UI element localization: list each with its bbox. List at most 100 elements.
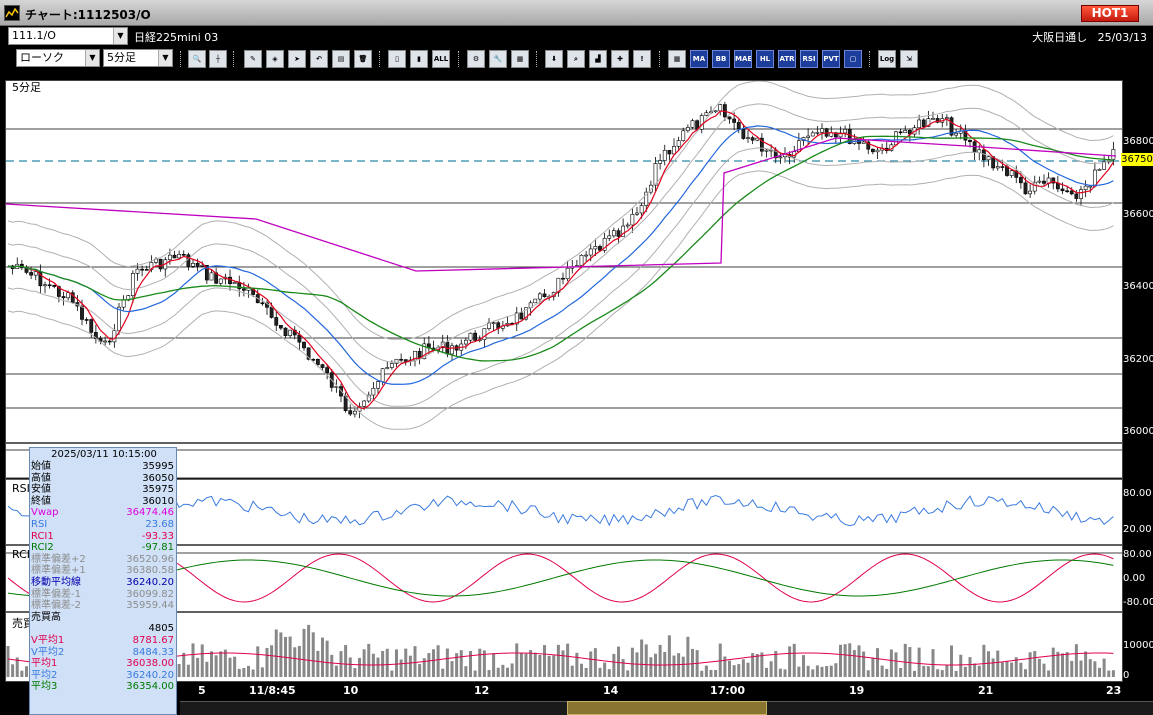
show-all-button[interactable]: ALL — [432, 50, 450, 68]
log-scale-button[interactable]: Log — [878, 50, 896, 68]
atr-indicator-button[interactable]: ATR — [778, 50, 796, 68]
volume-bar — [228, 657, 232, 677]
candle-body — [80, 305, 84, 320]
candle-body — [84, 319, 89, 321]
volume-bar — [954, 670, 958, 677]
alert-icon[interactable]: ! — [633, 50, 651, 68]
candle-body — [195, 262, 200, 267]
volume-bar — [765, 667, 768, 677]
chevron-down-icon[interactable]: ▼ — [113, 28, 127, 44]
chart-compare-icon[interactable]: ▟ — [589, 50, 607, 68]
chart-canvas[interactable] — [6, 81, 1122, 681]
candle-body — [861, 141, 866, 144]
trade-marker-icon[interactable]: ✚ — [611, 50, 629, 68]
frame-icon[interactable]: ▢ — [844, 50, 862, 68]
volume-bar — [575, 652, 579, 677]
chevron-down-icon[interactable]: ▼ — [158, 50, 172, 66]
export-icon[interactable]: ⇲ — [900, 50, 918, 68]
data-window-key: 高値 — [31, 472, 51, 484]
chevron-down-icon[interactable]: ▼ — [85, 50, 99, 66]
rsi-panel-label: RSI — [12, 482, 30, 495]
candle-body — [833, 132, 838, 138]
candle-body — [704, 112, 709, 116]
trash-icon[interactable]: 🗑 — [354, 50, 372, 68]
volume-bar — [862, 651, 866, 677]
color-palette-icon[interactable]: ▦ — [511, 50, 529, 68]
candle-body — [172, 254, 177, 259]
pen-icon[interactable]: ✎ — [244, 50, 262, 68]
crosshair-icon[interactable]: ┼ — [209, 50, 227, 68]
volume-bar — [1079, 660, 1083, 677]
candle-body — [325, 367, 330, 374]
candle-body — [389, 363, 394, 368]
data-window-value: 4805 — [148, 623, 174, 635]
scrollbar-thumb[interactable] — [567, 701, 767, 715]
pvt-indicator-button[interactable]: PVT — [822, 50, 840, 68]
wrench-icon[interactable]: 🔧 — [489, 50, 507, 68]
volume-bar — [820, 666, 824, 677]
window-titlebar: チャート:1112503/O HOT1 — [0, 0, 1153, 26]
volume-bar — [330, 654, 334, 677]
rsi-indicator-button[interactable]: RSI — [800, 50, 818, 68]
mae-indicator-button[interactable]: MAE — [734, 50, 752, 68]
hot1-button[interactable]: HOT1 — [1081, 5, 1139, 22]
volume-bar — [1084, 651, 1088, 677]
volume-bar — [432, 649, 435, 677]
notes-icon[interactable]: ▤ — [332, 50, 350, 68]
volume-bar — [279, 632, 283, 677]
volume-bar — [936, 669, 940, 677]
volume-bar — [210, 651, 213, 677]
candle-body — [1000, 166, 1005, 168]
zoom-icon[interactable]: 🔍 — [188, 50, 206, 68]
rsi-axis-label: 20.00 — [1123, 524, 1152, 535]
ma-indicator-button[interactable]: MA — [690, 50, 708, 68]
candle-body — [653, 163, 658, 186]
volume-bar — [903, 643, 907, 677]
symbol-value: 111.1/O — [12, 29, 56, 42]
undo-icon[interactable]: ↶ — [310, 50, 328, 68]
order-icon[interactable]: ⬇ — [545, 50, 563, 68]
candle-body — [362, 400, 367, 407]
chart-area[interactable] — [5, 80, 1123, 682]
candle-body — [676, 140, 681, 147]
volume-bar — [926, 666, 930, 677]
settings-icon[interactable]: ⚙ — [467, 50, 485, 68]
hl-indicator-button[interactable]: HL — [756, 50, 774, 68]
candle-body — [524, 307, 528, 320]
candle-narrow-icon[interactable]: ▯ — [388, 50, 406, 68]
data-window-value: 36050 — [142, 472, 174, 484]
candle-body — [47, 284, 52, 287]
data-window-value: -97.81 — [141, 542, 174, 554]
volume-bar — [404, 648, 408, 677]
data-window-key: 平均1 — [31, 658, 58, 670]
volume-bar — [325, 640, 329, 677]
volume-bar — [1047, 670, 1051, 677]
candle-body — [1032, 181, 1037, 192]
volume-bar — [973, 663, 977, 677]
grid-icon[interactable]: ▦ — [668, 50, 686, 68]
candle-body — [598, 246, 602, 251]
pointer-icon[interactable]: ➤ — [288, 50, 306, 68]
symbol-select[interactable]: 111.1/O ▼ — [8, 27, 128, 45]
volume-bar — [1019, 662, 1023, 677]
volume-bar — [450, 661, 454, 677]
candle-body — [672, 146, 676, 155]
volume-bar — [11, 664, 15, 677]
candle-body — [616, 230, 621, 237]
data-window-row: RSI 23.68 — [31, 519, 177, 531]
search-chart-icon[interactable]: ⌕ — [567, 50, 585, 68]
volume-bar — [987, 651, 990, 677]
data-window-row: 標準偏差+2 36520.96 — [31, 554, 177, 566]
candle-body — [1102, 161, 1107, 170]
period-select[interactable]: 5分足 ▼ — [103, 49, 173, 67]
data-window-key: 標準偏差-2 — [31, 600, 81, 612]
draw-tool-icon[interactable]: ◈ — [266, 50, 284, 68]
chart-type-select[interactable]: ローソク ▼ — [16, 49, 100, 67]
candle-wide-icon[interactable]: ▮ — [410, 50, 428, 68]
data-window-value: 36099.82 — [126, 588, 174, 600]
volume-bar — [1056, 651, 1060, 677]
symbol-bar: 111.1/O ▼ 日経225mini 03 大阪日通し 25/03/13 — [0, 27, 1153, 45]
volume-bar — [945, 664, 949, 677]
bb-indicator-button[interactable]: BB — [712, 50, 730, 68]
volume-bar — [580, 663, 583, 677]
